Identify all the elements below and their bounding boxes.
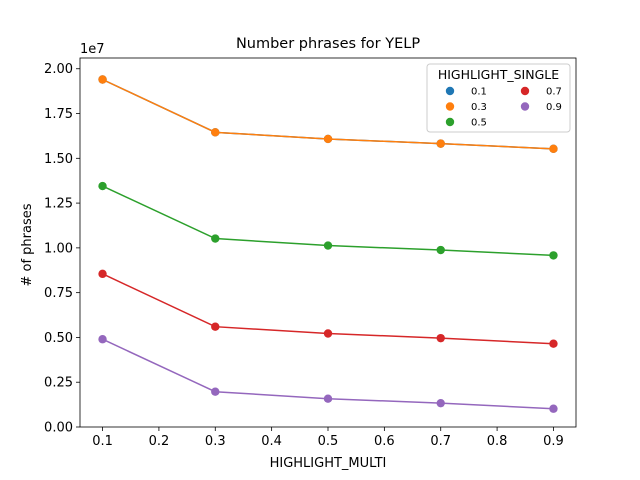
legend-title: HIGHLIGHT_SINGLE — [438, 67, 559, 82]
data-point — [323, 394, 333, 403]
legend: HIGHLIGHT_SINGLE 0.1 0.3 0.5 0.7 0.9 — [426, 63, 571, 133]
y-axis-label: # of phrases — [20, 203, 35, 286]
x-tick-label: 0.2 — [149, 434, 170, 449]
data-point — [436, 139, 445, 148]
data-point — [436, 398, 445, 408]
legend-marker-1 — [445, 102, 455, 111]
y-tick-label: 0.00 — [44, 421, 73, 436]
data-point — [436, 245, 445, 255]
chart-title: Number phrases for YELP — [236, 36, 420, 52]
data-point — [549, 339, 558, 348]
legend-marker-2 — [445, 117, 455, 127]
legend-label-1: 0.3 — [471, 102, 487, 113]
legend-label-3: 0.7 — [546, 87, 562, 98]
x-tick-label: 0.4 — [261, 434, 282, 449]
y-tick-label: 1.00 — [44, 241, 73, 256]
data-point — [549, 404, 558, 413]
x-tick-label: 0.1 — [92, 434, 113, 449]
y-tick-label: 0.75 — [44, 286, 73, 301]
data-point — [98, 181, 107, 191]
data-point — [98, 335, 107, 344]
data-point — [98, 269, 107, 279]
y-tick-label: 0.50 — [44, 331, 73, 346]
data-point — [211, 322, 220, 331]
data-point — [549, 251, 558, 260]
x-tick-label: 0.9 — [543, 434, 564, 449]
x-tick-label: 0.6 — [374, 434, 395, 449]
data-point — [323, 241, 333, 250]
x-tick-label: 0.8 — [487, 434, 508, 449]
data-point — [323, 134, 333, 144]
y-tick-label: 2.00 — [44, 62, 73, 77]
data-point — [323, 329, 333, 338]
legend-label-4: 0.9 — [546, 102, 562, 113]
data-point — [211, 387, 220, 396]
data-point — [211, 234, 220, 243]
data-point — [98, 75, 107, 84]
data-point — [436, 333, 445, 343]
y-tick-label: 1.50 — [44, 152, 73, 167]
data-point — [549, 144, 558, 154]
plot-area — [98, 75, 558, 413]
legend-marker-0 — [445, 86, 455, 96]
x-axis-label: HIGHLIGHT_MULTI — [270, 456, 387, 471]
y-tick-label: 1.25 — [44, 197, 73, 212]
x-tick-label: 0.5 — [318, 434, 339, 449]
y-tick-label: 1.75 — [44, 107, 73, 122]
legend-label-0: 0.1 — [471, 87, 487, 98]
legend-marker-3 — [520, 86, 530, 96]
y-offset-label: 1e7 — [80, 42, 105, 57]
x-tick-label: 0.7 — [430, 434, 451, 449]
axes: 0.1 0.2 0.3 0.4 0.5 0.6 0.7 0.8 0.9 0.00 0.25 0.50 0… — [44, 57, 577, 449]
legend-label-2: 0.5 — [471, 118, 487, 129]
y-tick-label: 0.25 — [44, 376, 73, 391]
x-tick-label: 0.3 — [205, 434, 226, 449]
data-point — [211, 128, 220, 137]
legend-marker-4 — [520, 102, 530, 111]
legend-box — [426, 63, 571, 133]
